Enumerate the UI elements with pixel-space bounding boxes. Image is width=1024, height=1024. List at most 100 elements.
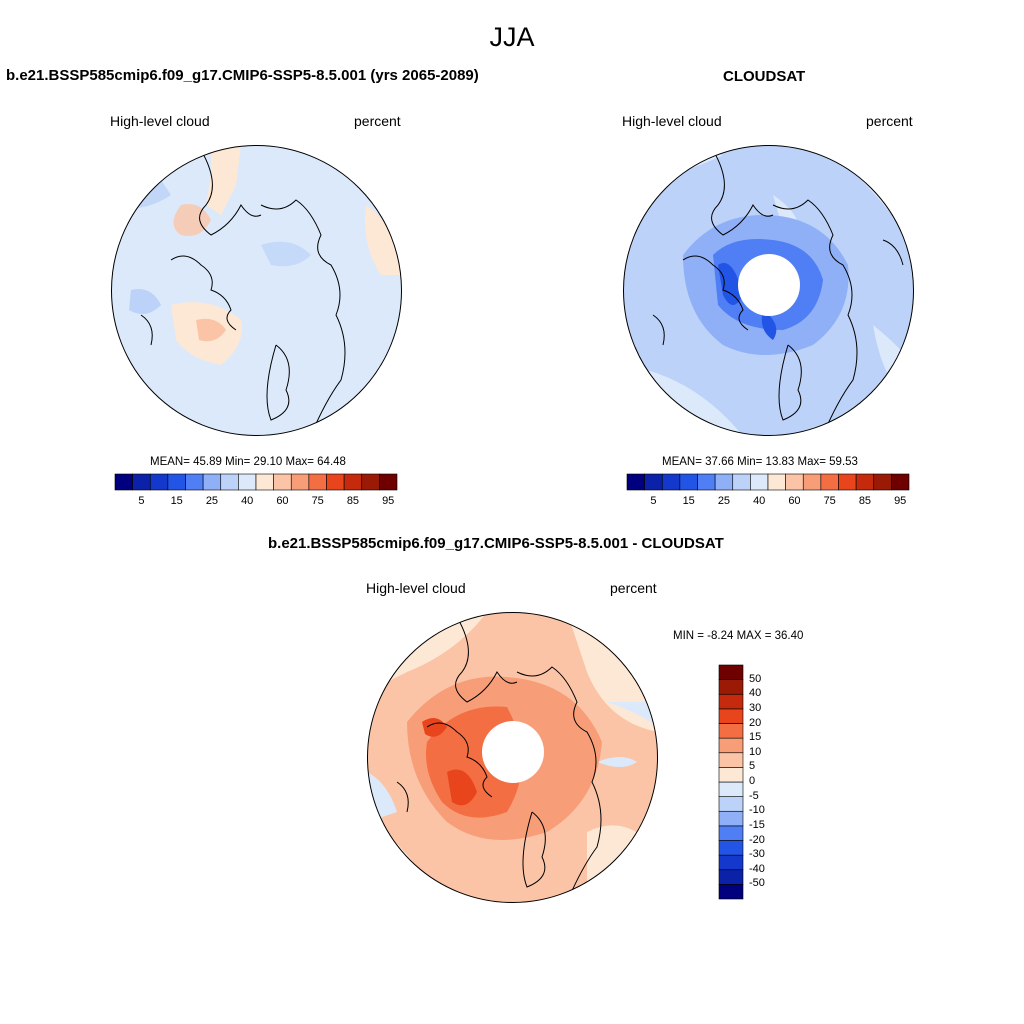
obs-colorbar-swatch [714, 473, 734, 491]
diff-coastlines [396, 616, 602, 903]
model-colorbar-label: 85 [346, 495, 360, 507]
obs-colorbar-swatch [679, 473, 698, 491]
model-colorbar-labels: 5 15 25 40 60 75 85 95 [115, 495, 397, 509]
diff-field-negative-region [597, 757, 637, 767]
obs-colorbar-swatch [802, 473, 822, 491]
diff-colorbar-label: -40 [749, 862, 765, 875]
season-title: JJA [489, 22, 535, 52]
model-colorbar-label: 75 [311, 495, 324, 507]
diff-colorbar-label: 30 [749, 701, 762, 714]
obs-colorbar-swatch [750, 473, 769, 491]
diff-colorbar-label: 10 [749, 745, 762, 758]
diff-colorbar-swatch [718, 767, 744, 783]
diff-colorbar-labels: -50 -40 -30 -20 -15 -10 -5 0 5 10 15 20 30 40 50 [749, 665, 789, 899]
model-colorbar-swatch [290, 473, 310, 491]
diff-colorbar-label: -15 [749, 818, 765, 831]
obs-colorbar-swatch [732, 473, 751, 491]
model-colorbar-swatch [185, 473, 204, 491]
diff-variable-label: High-level cloud [366, 580, 466, 596]
obs-units-label: percent [866, 113, 913, 129]
obs-colorbar-label: 40 [753, 495, 766, 507]
obs-field-mid-region [718, 263, 743, 305]
diff-colorbar-swatch [718, 693, 744, 710]
model-field-cool-patch [261, 241, 311, 267]
model-colorbar-swatch [308, 473, 327, 491]
model-field-warm-patch [196, 318, 226, 342]
diff-panel-title: b.e21.BSSP585cmip6.f09_g17.CMIP6-SSP5-8.… [268, 535, 724, 552]
obs-colorbar-swatch [767, 473, 786, 491]
model-colorbar-swatch [238, 473, 257, 491]
model-colorbar-swatch [273, 473, 292, 491]
model-colorbar-swatch [114, 473, 133, 491]
model-variable-label: High-level cloud [110, 113, 210, 129]
diff-colorbar-label: 50 [749, 672, 762, 685]
diff-colorbar-label: 0 [749, 775, 756, 787]
model-colorbar-swatch [379, 473, 398, 491]
model-colorbar-label: 25 [205, 495, 219, 507]
model-colorbar-swatch [202, 473, 222, 491]
model-colorbar-swatch [167, 473, 186, 491]
model-colorbar-swatch [220, 473, 239, 491]
diff-field-negative-region [607, 702, 658, 727]
model-stats: MEAN= 45.89 Min= 29.10 Max= 64.48 [150, 456, 346, 468]
obs-colorbar-swatch [785, 473, 804, 491]
diff-missing-data-hole [482, 721, 544, 783]
model-colorbar-swatch [343, 473, 363, 491]
model-coastlines [140, 149, 346, 436]
diff-colorbar-swatch [718, 752, 744, 768]
diff-colorbar-swatch [718, 796, 744, 812]
obs-stats: MEAN= 37.66 Min= 13.83 Max= 59.53 [662, 456, 858, 468]
obs-colorbar-label: 25 [717, 495, 731, 507]
obs-colorbar-label: 15 [682, 495, 695, 507]
diff-colorbar-swatch [718, 810, 744, 827]
diff-colorbar-label: -30 [749, 848, 765, 861]
obs-missing-data-hole [738, 254, 800, 316]
obs-colorbar-swatch [644, 473, 663, 491]
diff-colorbar-label: 40 [749, 687, 762, 700]
diff-colorbar-label: 5 [749, 760, 756, 773]
model-colorbar-swatch [361, 473, 380, 491]
diff-colorbar-label: -10 [749, 804, 765, 817]
model-colorbar [114, 473, 398, 491]
model-colorbar-swatch [255, 473, 274, 491]
diff-colorbar [718, 664, 744, 900]
diff-colorbar-swatch [718, 708, 744, 724]
model-polar-map [111, 145, 402, 436]
diff-colorbar-swatch [718, 825, 744, 841]
diff-colorbar-swatch [718, 723, 744, 739]
diff-colorbar-swatch [718, 840, 744, 856]
obs-colorbar-swatch [838, 473, 857, 491]
diff-colorbar-swatch [718, 679, 744, 695]
diff-colorbar-label: -20 [749, 833, 765, 846]
model-colorbar-swatch [149, 473, 169, 491]
model-colorbar-label: 40 [241, 495, 254, 507]
diff-stats: MIN = -8.24 MAX = 36.40 [673, 630, 804, 642]
diff-colorbar-label: 15 [749, 731, 762, 744]
diff-colorbar-swatch [718, 884, 744, 900]
model-field-cool-patch [129, 289, 161, 314]
diff-colorbar-swatch [718, 869, 744, 885]
obs-colorbar-swatch [820, 473, 839, 491]
obs-colorbar-label: 60 [788, 495, 801, 507]
obs-panel-title: CLOUDSAT [723, 68, 806, 85]
diff-colorbar-swatch [718, 664, 744, 680]
model-colorbar-label: 60 [276, 495, 289, 507]
model-field-warm-patch [206, 145, 241, 215]
obs-coastlines [652, 149, 904, 436]
diff-colorbar-swatch [718, 737, 744, 754]
model-field-warm-patch [365, 205, 402, 275]
obs-colorbar-swatch [661, 473, 681, 491]
obs-field-mid-region [761, 310, 777, 340]
model-colorbar-label: 95 [382, 495, 395, 507]
obs-colorbar-swatch [891, 473, 910, 491]
obs-colorbar-label: 75 [823, 495, 836, 507]
obs-colorbar-swatch [697, 473, 716, 491]
diff-colorbar-label: 20 [749, 716, 762, 729]
diff-colorbar-label: -50 [749, 877, 765, 890]
model-panel-title: b.e21.BSSP585cmip6.f09_g17.CMIP6-SSP5-8.… [6, 67, 479, 84]
obs-colorbar-swatch [626, 473, 645, 491]
obs-colorbar-label: 5 [650, 495, 657, 507]
obs-colorbar-label: 95 [894, 495, 907, 507]
obs-colorbar-label: 85 [858, 495, 872, 507]
diff-colorbar-swatch [718, 781, 744, 797]
